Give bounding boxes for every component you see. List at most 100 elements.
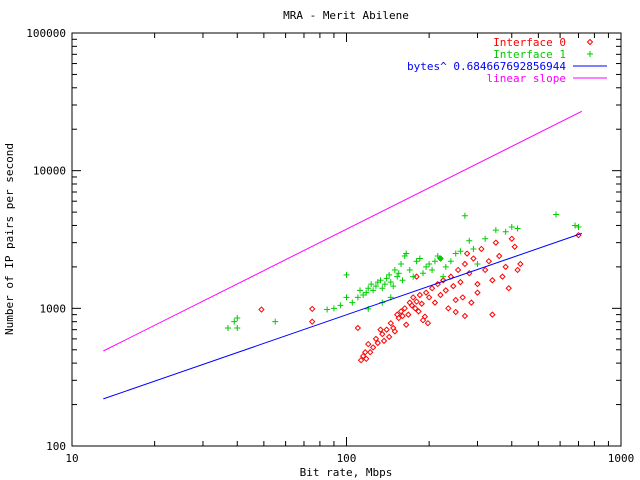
data-point-diamond [454,266,462,274]
data-point-plus [420,270,427,277]
y-tick-label: 10000 [33,165,66,178]
data-point-plus [442,263,449,270]
legend-label: bytes^ 0.684667692856944 [407,60,566,73]
data-point-diamond [413,273,420,280]
data-point-diamond [431,299,439,306]
data-point-diamond [481,266,489,274]
data-point-diamond [474,280,481,288]
data-point-plus [337,302,344,309]
data-point-diamond [395,314,402,322]
y-tick-label: 100000 [26,27,66,40]
data-point-plus [391,266,398,273]
data-point-diamond [495,252,503,260]
data-point-plus [231,318,238,325]
data-point-diamond [365,340,372,348]
data-point-plus [466,237,473,244]
data-point-diamond [502,263,509,271]
data-point-plus [461,212,468,219]
data-point-diamond [511,243,518,250]
data-point-diamond [308,305,316,313]
data-point-diamond [362,349,369,356]
data-point-plus [440,273,447,280]
data-point-diamond [514,266,521,274]
y-axis-label: Number of IP pairs per second [3,143,16,335]
data-point-plus [416,255,423,262]
data-point-plus [224,324,231,331]
data-point-diamond [379,330,386,338]
data-point-diamond [422,289,430,296]
data-point-diamond [363,355,370,363]
series-line-3 [103,110,583,352]
data-point-diamond [397,308,405,315]
data-point-diamond [424,319,432,327]
data-point-diamond [413,298,420,305]
data-point-diamond [401,305,408,312]
data-point-diamond [383,326,390,333]
data-point-plus [437,255,444,262]
data-point-diamond [412,305,419,312]
data-point-plus [431,258,438,265]
data-point-diamond [377,326,384,333]
data-point-diamond [421,313,429,320]
data-point-diamond [459,294,466,301]
data-point-plus [368,281,375,288]
data-point-diamond [374,339,381,347]
data-point-plus [234,315,241,322]
y-tick-label: 100 [46,440,66,453]
data-point-plus [447,258,454,265]
data-point-diamond [369,344,377,351]
data-point-diamond [470,255,477,262]
data-point-plus [343,271,350,278]
data-point-diamond [372,335,380,343]
data-point-plus [343,294,350,301]
data-point-diamond [461,260,469,268]
data-point-diamond [405,311,412,318]
data-point-plus [457,248,464,255]
data-point-diamond [463,250,471,257]
data-point-diamond [505,285,512,292]
data-point-diamond [489,311,496,318]
data-point-plus [357,287,364,294]
data-point-diamond [474,289,481,296]
data-point-diamond [489,277,496,284]
data-point-diamond [468,299,475,306]
data-point-plus [406,266,413,273]
data-point-plus [474,260,481,267]
x-tick-label: 100 [337,452,357,465]
data-point-diamond [410,294,417,301]
data-point-plus [349,299,356,306]
data-point-plus [354,294,361,301]
x-tick-label: 1000 [608,452,635,465]
data-point-plus [426,260,433,267]
data-point-diamond [425,294,433,301]
x-tick-label: 10 [65,452,78,465]
legend-swatch [586,38,594,46]
data-point-diamond [478,245,485,253]
data-point-plus [370,287,377,294]
data-point-plus [572,222,579,229]
data-point-plus [372,283,379,290]
data-point-diamond [508,235,515,242]
data-point-diamond [308,318,316,325]
data-point-plus [399,277,406,284]
data-point-diamond [428,285,436,292]
x-axis-label: Bit rate, Mbps [300,466,393,479]
data-point-diamond [387,319,395,327]
data-point-plus [492,227,499,234]
data-point-diamond [485,257,493,265]
data-point-diamond [385,333,393,341]
data-point-diamond [450,282,457,290]
data-point-diamond [380,337,388,345]
data-point-diamond [366,349,374,356]
data-point-plus [363,289,370,296]
data-point-plus [377,277,384,284]
data-point-diamond [258,306,265,313]
y-tick-label: 1000 [40,302,67,315]
data-point-plus [324,306,331,313]
data-point-plus [514,225,521,232]
data-marks [103,110,583,400]
legend-swatch [587,51,593,57]
